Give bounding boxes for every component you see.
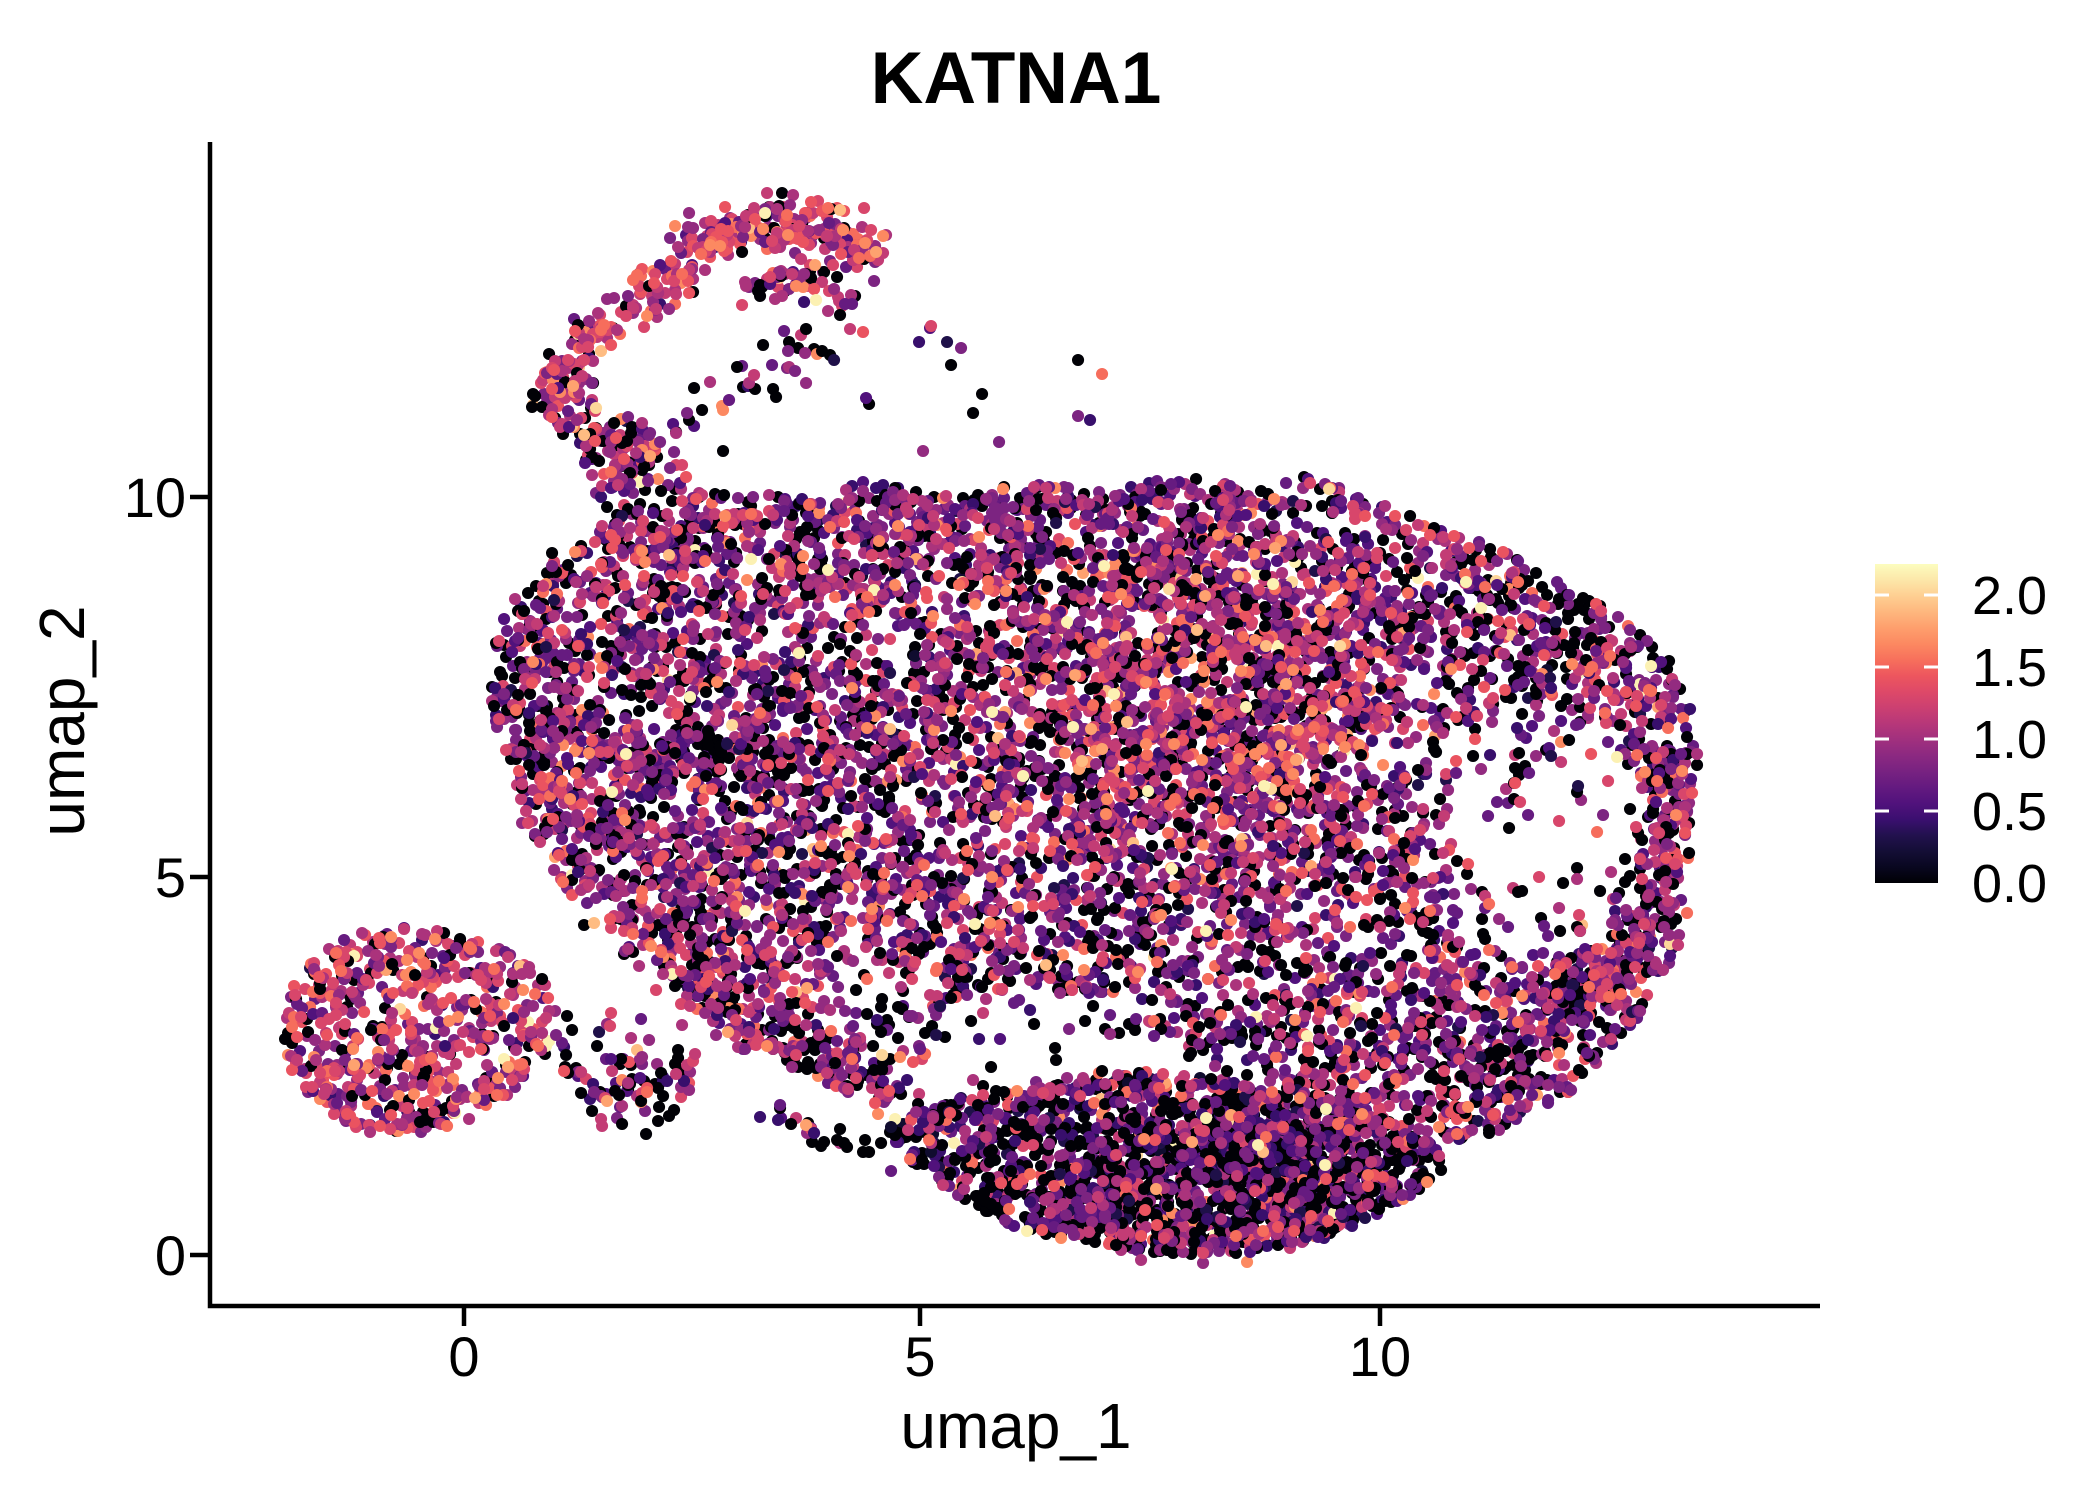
svg-text:0: 0 xyxy=(448,1325,479,1388)
svg-text:1.0: 1.0 xyxy=(1972,710,2047,770)
svg-text:10: 10 xyxy=(124,466,186,529)
svg-text:1.5: 1.5 xyxy=(1972,638,2047,698)
svg-text:umap_2: umap_2 xyxy=(26,605,98,836)
svg-text:0: 0 xyxy=(155,1224,186,1287)
svg-text:5: 5 xyxy=(155,846,186,909)
svg-text:0.0: 0.0 xyxy=(1972,854,2047,914)
svg-text:10: 10 xyxy=(1349,1325,1411,1388)
svg-text:2.0: 2.0 xyxy=(1972,566,2047,626)
svg-text:0.5: 0.5 xyxy=(1972,782,2047,842)
svg-text:5: 5 xyxy=(904,1325,935,1388)
svg-text:KATNA1: KATNA1 xyxy=(871,38,1162,119)
svg-text:umap_1: umap_1 xyxy=(900,1390,1131,1462)
